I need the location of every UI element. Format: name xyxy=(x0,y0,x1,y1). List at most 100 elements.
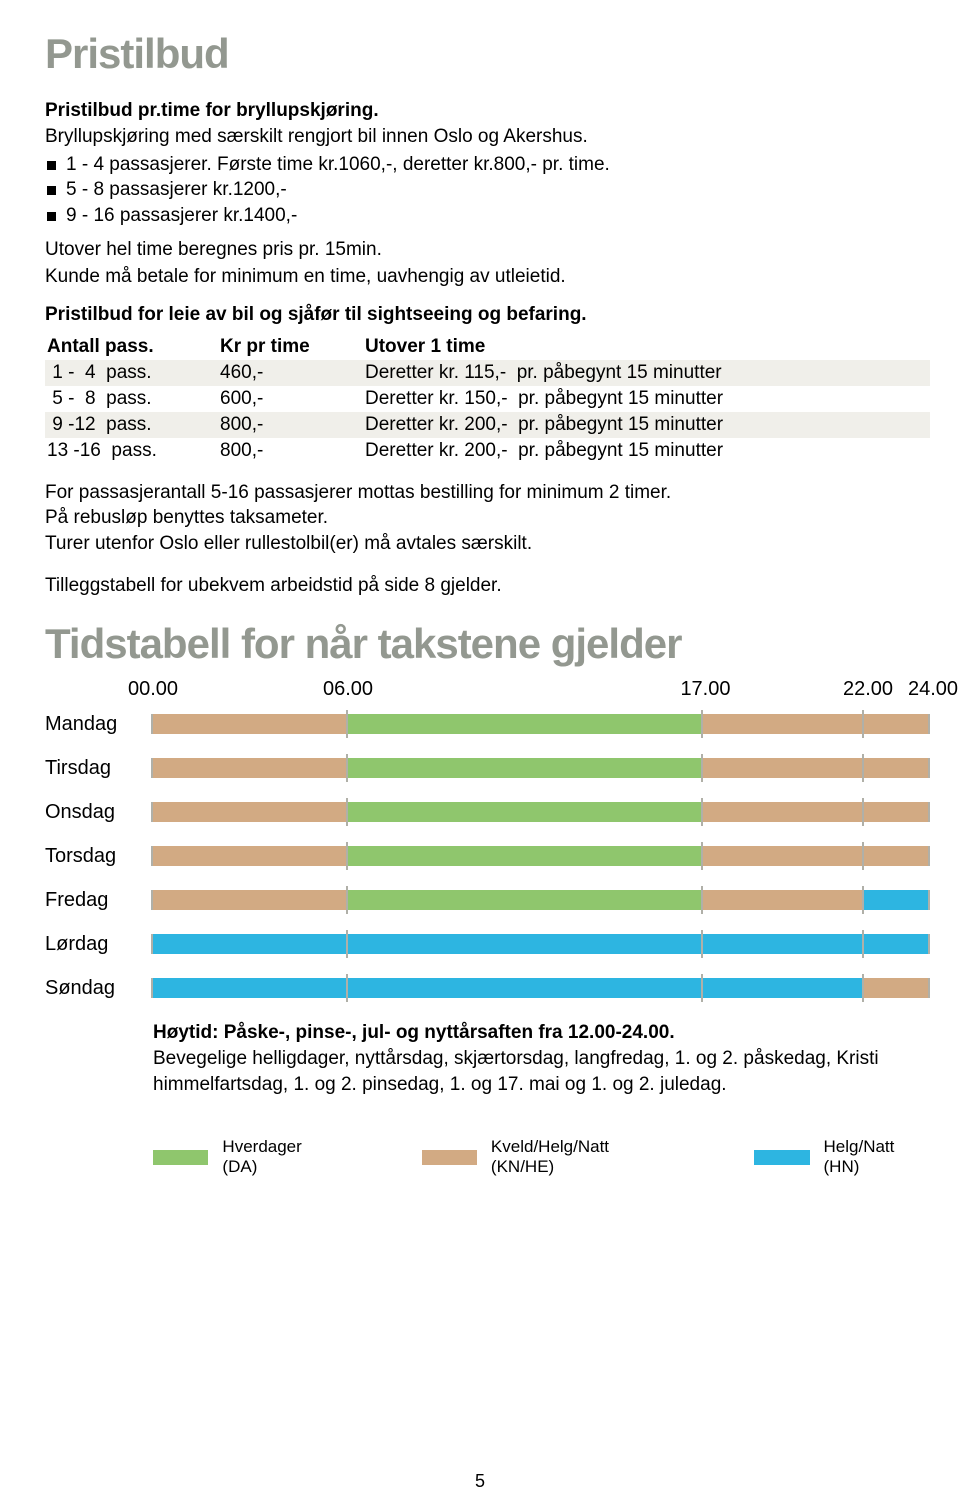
day-label: Fredag xyxy=(45,889,151,912)
para2c: Turer utenfor Oslo eller rullestolbil(er… xyxy=(45,531,930,557)
table-cell: 600,- xyxy=(220,388,365,410)
bar-segment xyxy=(347,714,702,734)
time-label: 24.00 xyxy=(908,678,958,701)
legend-label: Helg/Natt (HN) xyxy=(824,1137,931,1177)
table-cell: 9 -12 pass. xyxy=(45,414,220,436)
tick-line xyxy=(862,886,864,914)
tick-line xyxy=(701,886,703,914)
th-antall: Antall pass. xyxy=(45,336,220,358)
day-bar xyxy=(151,978,930,998)
legend: Hverdager (DA) Kveld/Helg/Natt (KN/HE) Hel… xyxy=(153,1137,930,1177)
bullet-text: 5 - 8 passasjerer kr.1200,- xyxy=(66,177,287,203)
footer-line2: Bevegelige helligdager, nyttårsdag, skjæ… xyxy=(153,1046,930,1097)
legend-swatch xyxy=(422,1150,477,1165)
day-label: Mandag xyxy=(45,713,151,736)
para3: Tilleggstabell for ubekvem arbeidstid på… xyxy=(45,573,930,599)
tick-line xyxy=(346,930,348,958)
table-cell: 460,- xyxy=(220,362,365,384)
time-label: 17.00 xyxy=(680,678,730,701)
table-cell: 1 - 4 pass. xyxy=(45,362,220,384)
day-label: Lørdag xyxy=(45,933,151,956)
table-cell: Deretter kr. 200,- pr. påbegynt 15 minut… xyxy=(365,440,930,462)
bar-segment xyxy=(863,890,928,910)
footer-line1: Høytid: Påske-, pinse-, jul- og nyttårsa… xyxy=(153,1022,675,1043)
intro-text: Bryllupskjøring med særskilt rengjort bi… xyxy=(45,124,930,150)
bullet-item: 1 - 4 passasjerer. Første time kr.1060,-… xyxy=(45,152,930,178)
tick-line xyxy=(701,930,703,958)
day-bar xyxy=(151,846,930,866)
tick-line xyxy=(862,974,864,1002)
table-row: 13 -16 pass.800,-Deretter kr. 200,- pr. … xyxy=(45,438,930,464)
tick-line xyxy=(346,710,348,738)
time-label: 22.00 xyxy=(843,678,893,701)
tick-line xyxy=(862,842,864,870)
bar-segment xyxy=(153,758,347,778)
legend-swatch xyxy=(754,1150,809,1165)
tick-line xyxy=(701,974,703,1002)
para2b: På rebusløp benyttes taksameter. xyxy=(45,505,930,531)
day-label: Onsdag xyxy=(45,801,151,824)
bar-segment xyxy=(153,890,347,910)
tick-line xyxy=(346,842,348,870)
day-label: Torsdag xyxy=(45,845,151,868)
day-bar xyxy=(151,934,930,954)
table-cell: 800,- xyxy=(220,440,365,462)
bullet-square-icon xyxy=(47,186,56,195)
table-row: 1 - 4 pass.460,-Deretter kr. 115,- pr. p… xyxy=(45,360,930,386)
table-row: 9 -12 pass.800,-Deretter kr. 200,- pr. p… xyxy=(45,412,930,438)
th-utover: Utover 1 time xyxy=(365,336,930,358)
th-kr: Kr pr time xyxy=(220,336,365,358)
bullet-item: 9 - 16 passasjerer kr.1400,- xyxy=(45,203,930,229)
footer-text: Høytid: Påske-, pinse-, jul- og nyttårsa… xyxy=(153,1020,930,1097)
table-cell: 13 -16 pass. xyxy=(45,440,220,462)
after-bullets-2: Kunde må betale for minimum en time, uav… xyxy=(45,264,930,290)
timetable-times: 00.0006.0017.0022.0024.00 xyxy=(153,678,933,706)
day-bar xyxy=(151,714,930,734)
tick-line xyxy=(701,798,703,826)
day-label: Tirsdag xyxy=(45,757,151,780)
page-number: 5 xyxy=(0,1471,960,1492)
tick-line xyxy=(862,710,864,738)
bar-segment xyxy=(347,802,702,822)
bar-segment xyxy=(153,714,347,734)
subheading-bryllup: Pristilbud pr.time for bryllupskjøring. xyxy=(45,100,930,122)
price-table: Antall pass. Kr pr time Utover 1 time 1 … xyxy=(45,334,930,464)
table-cell: Deretter kr. 200,- pr. påbegynt 15 minut… xyxy=(365,414,930,436)
para-block-2: For passasjerantall 5-16 passasjerer mot… xyxy=(45,480,930,557)
timetable-row: Torsdag xyxy=(45,844,930,868)
time-label: 06.00 xyxy=(323,678,373,701)
bullet-text: 9 - 16 passasjerer kr.1400,- xyxy=(66,203,297,229)
legend-label: Kveld/Helg/Natt (KN/HE) xyxy=(491,1137,669,1177)
day-bar xyxy=(151,758,930,778)
bar-segment xyxy=(153,978,864,998)
timetable-row: Lørdag xyxy=(45,932,930,956)
table-row: 5 - 8 pass.600,-Deretter kr. 150,- pr. p… xyxy=(45,386,930,412)
table-cell: Deretter kr. 150,- pr. påbegynt 15 minut… xyxy=(365,388,930,410)
tick-line xyxy=(701,710,703,738)
table-cell: 5 - 8 pass. xyxy=(45,388,220,410)
tick-line xyxy=(346,754,348,782)
table-cell: Deretter kr. 115,- pr. påbegynt 15 minut… xyxy=(365,362,930,384)
bullet-list: 1 - 4 passasjerer. Første time kr.1060,-… xyxy=(45,152,930,229)
subheading-sightseeing: Pristilbud for leie av bil og sjåfør til… xyxy=(45,304,930,326)
timetable-row: Tirsdag xyxy=(45,756,930,780)
after-bullets-1: Utover hel time beregnes pris pr. 15min. xyxy=(45,237,930,263)
bar-segment xyxy=(702,714,928,734)
bullet-text: 1 - 4 passasjerer. Første time kr.1060,-… xyxy=(66,152,610,178)
bar-segment xyxy=(702,846,928,866)
bar-segment xyxy=(702,802,928,822)
legend-label: Hverdager (DA) xyxy=(222,1137,336,1177)
day-label: Søndag xyxy=(45,977,151,1000)
tick-line xyxy=(862,754,864,782)
bar-segment xyxy=(153,802,347,822)
tick-line xyxy=(701,842,703,870)
tick-line xyxy=(346,886,348,914)
timetable-row: Søndag xyxy=(45,976,930,1000)
bullet-square-icon xyxy=(47,161,56,170)
time-label: 00.00 xyxy=(128,678,178,701)
timetable-row: Onsdag xyxy=(45,800,930,824)
timetable-row: Mandag xyxy=(45,712,930,736)
tick-line xyxy=(701,754,703,782)
day-bar xyxy=(151,802,930,822)
bar-segment xyxy=(153,846,347,866)
